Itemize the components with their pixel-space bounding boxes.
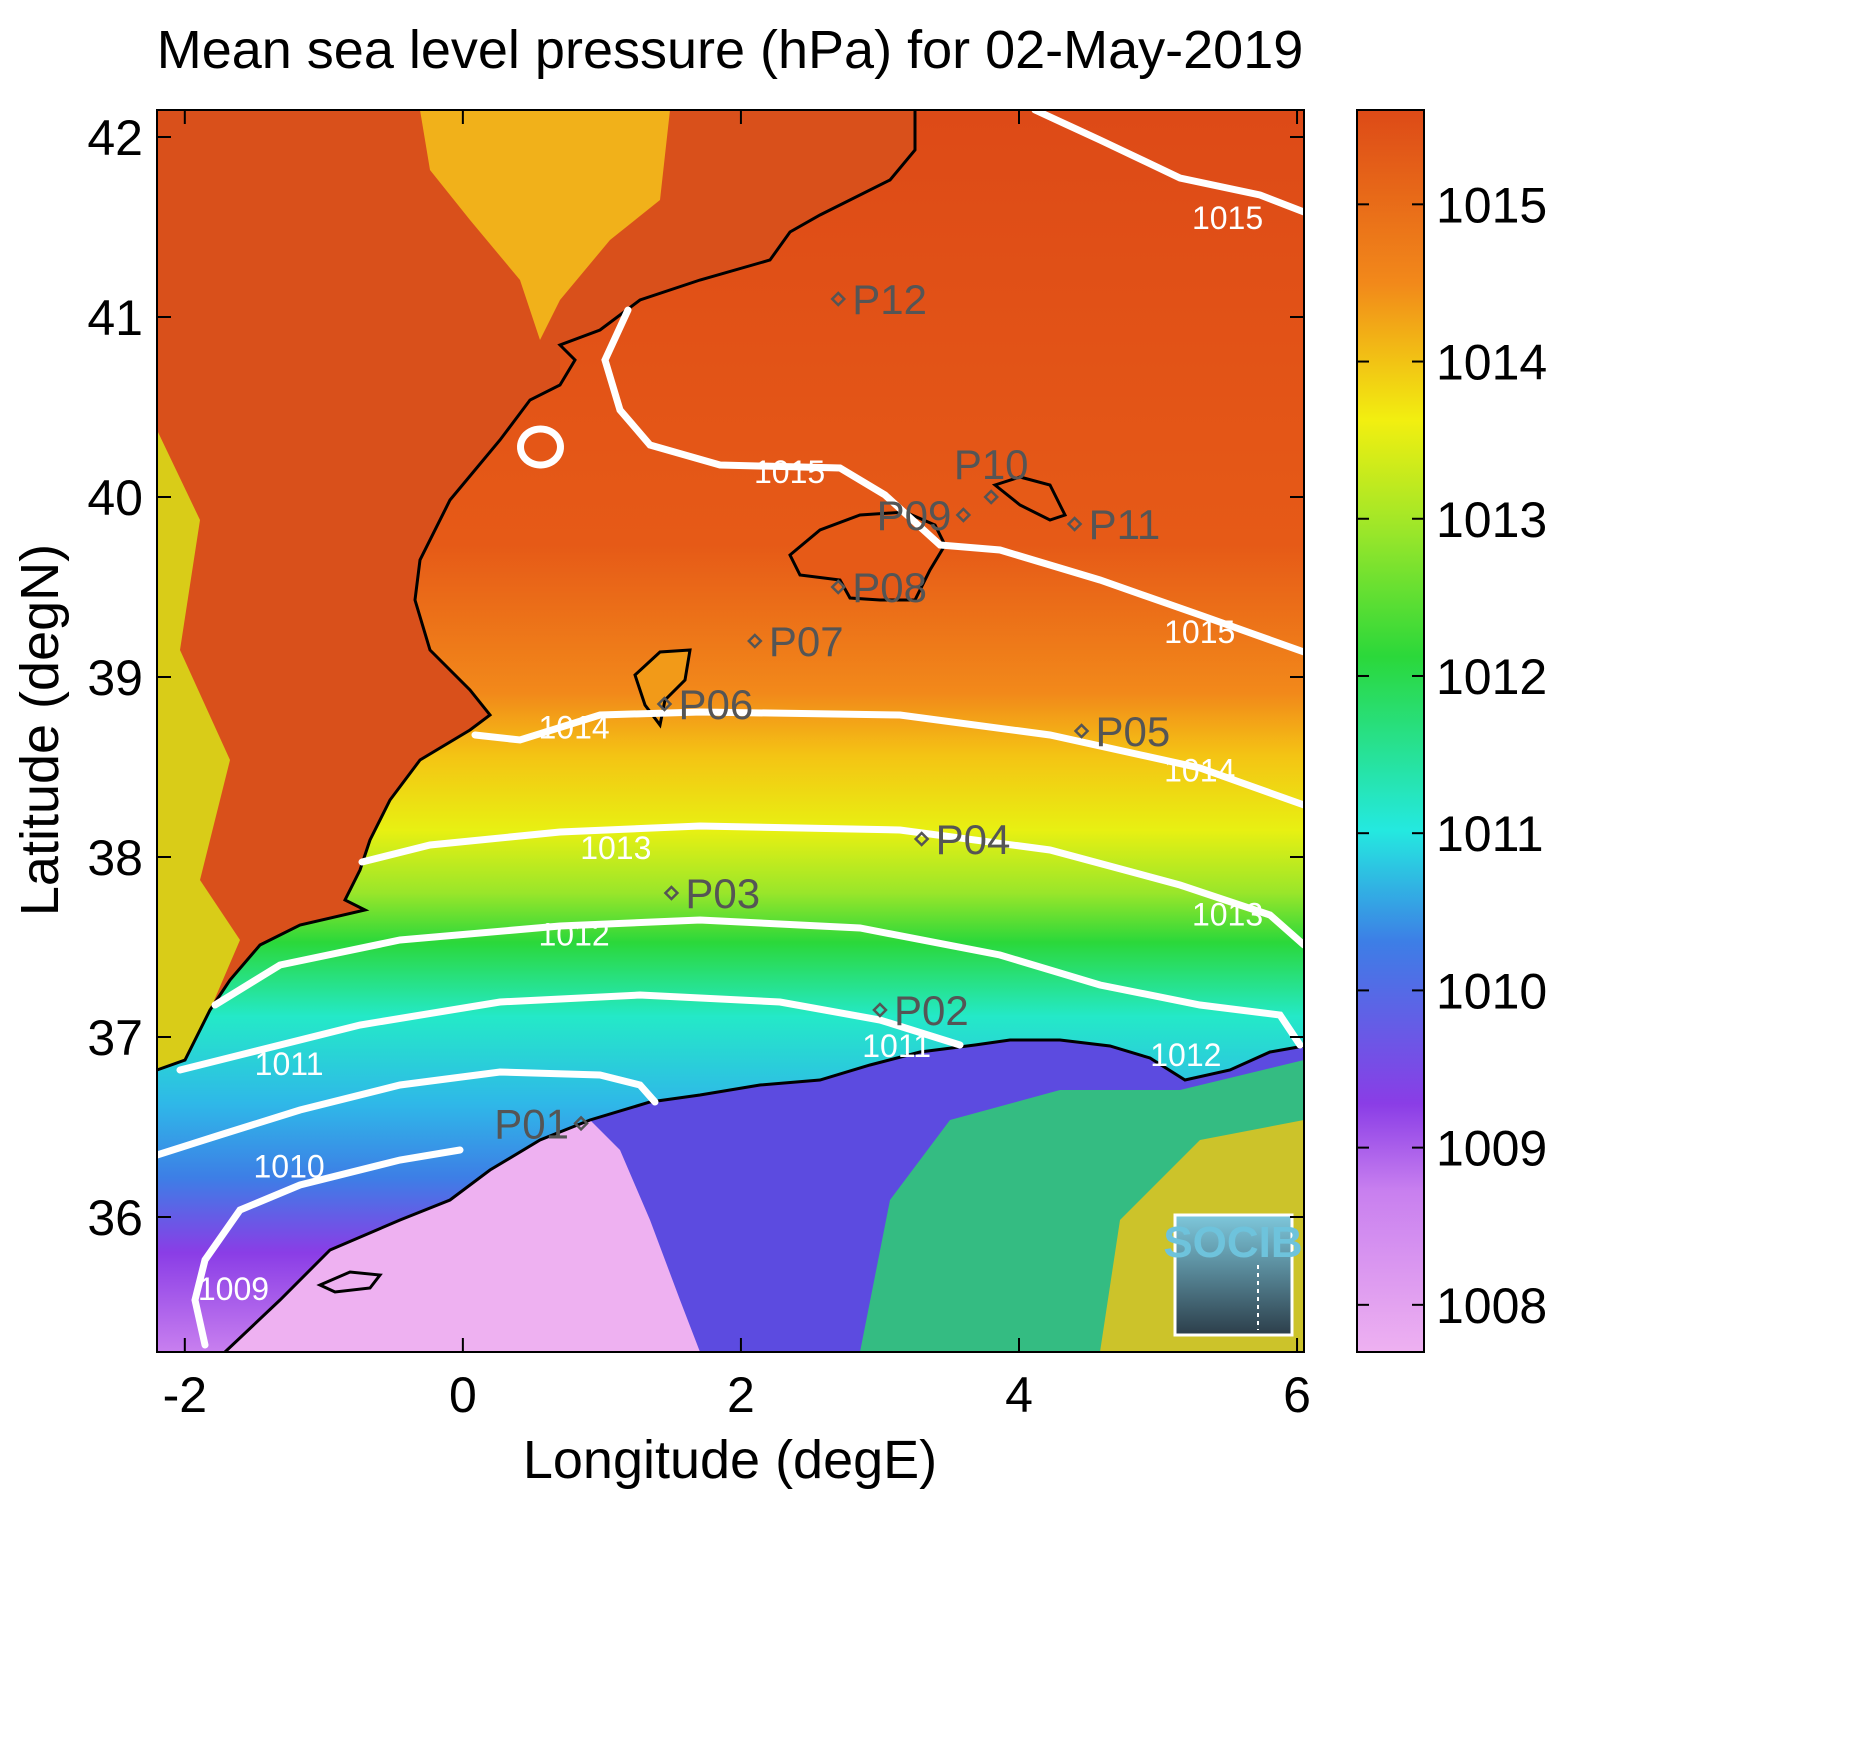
colorbar-tick-label: 1015 xyxy=(1436,177,1547,233)
x-tick-label: 6 xyxy=(1283,1367,1311,1423)
x-axis: -2 0 2 4 6 xyxy=(163,110,1311,1423)
contour-label: 1015 xyxy=(1164,614,1235,650)
coastline-alboran-island xyxy=(316,1270,383,1294)
contour-1011 xyxy=(176,991,964,1074)
chart-title: Mean sea level pressure (hPa) for 02-May… xyxy=(157,20,1304,80)
y-tick-label: 42 xyxy=(87,110,143,166)
point-label: P10 xyxy=(954,441,1029,488)
coastline-mallorca xyxy=(788,510,947,602)
contour-label: 1013 xyxy=(1192,897,1263,933)
contour-label: 1014 xyxy=(1164,753,1235,789)
colorbar-tick-label: 1014 xyxy=(1436,335,1547,391)
land-iberia-interior-band xyxy=(420,110,670,340)
point-marker xyxy=(573,1115,589,1132)
contour-label: 1015 xyxy=(1192,200,1263,236)
point-label: P08 xyxy=(852,564,927,611)
point-marker xyxy=(830,579,847,595)
point-marker xyxy=(1073,723,1090,739)
point-label: P01 xyxy=(494,1100,569,1147)
contour-label: 1015 xyxy=(754,454,825,490)
y-axis: 36 37 38 39 40 41 42 xyxy=(87,110,1304,1246)
point-marker xyxy=(1066,516,1083,532)
land-iberia-coastal-strip xyxy=(157,430,240,1070)
contour-label: 1014 xyxy=(538,709,609,745)
contour-1014 xyxy=(471,708,1308,809)
contour-label: 1013 xyxy=(580,830,651,866)
contour-1010 xyxy=(153,1068,659,1159)
point-label: P02 xyxy=(894,987,969,1034)
coastlines xyxy=(156,110,1305,1354)
point-marker xyxy=(913,831,930,847)
y-tick-label: 39 xyxy=(87,650,143,706)
contour-label: 1011 xyxy=(255,1046,324,1082)
point-label: P11 xyxy=(1089,501,1161,548)
point-marker xyxy=(656,696,673,712)
point-label: P09 xyxy=(877,492,952,539)
colorbar-tick-label: 1008 xyxy=(1436,1278,1547,1334)
point-label: P03 xyxy=(685,870,760,917)
y-tick-label: 37 xyxy=(87,1010,143,1066)
colorbar-tick-label: 1011 xyxy=(1436,806,1544,862)
colorbar-tick-label: 1010 xyxy=(1436,963,1547,1019)
x-tick-label: -2 xyxy=(163,1367,207,1423)
colorbar-tick-label: 1013 xyxy=(1436,492,1547,548)
island-menorca xyxy=(995,477,1065,520)
point-label: P07 xyxy=(769,618,844,665)
land-africa-pink xyxy=(225,1120,700,1352)
contour-label: 1012 xyxy=(1150,1037,1221,1073)
colorbar-ticks: 1008 1009 1010 1011 1012 1013 1014 1015 xyxy=(1357,177,1547,1334)
coastline-iberia xyxy=(156,110,917,1072)
contour-label: 1009 xyxy=(198,1271,269,1307)
x-axis-label: Longitude (degE) xyxy=(523,1430,937,1490)
contour-label: 1012 xyxy=(538,916,609,952)
point-label: P06 xyxy=(678,681,753,728)
coastline-africa xyxy=(223,1038,1305,1354)
colorbar-tick-label: 1009 xyxy=(1436,1121,1547,1177)
point-label: P04 xyxy=(936,816,1011,863)
contour-1015-north xyxy=(1031,106,1308,216)
contour-1009 xyxy=(191,1146,464,1349)
svg-text:SOCIB: SOCIB xyxy=(1163,1218,1302,1267)
colorbar-tick-label: 1012 xyxy=(1436,649,1547,705)
point-marker xyxy=(663,885,680,901)
plot-frame xyxy=(156,109,1305,1353)
y-tick-label: 41 xyxy=(87,290,143,346)
point-marker xyxy=(830,291,847,307)
coastline-menorca xyxy=(991,475,1068,522)
y-tick-label: 38 xyxy=(87,830,143,886)
pressure-contours xyxy=(153,106,1308,1349)
contour-1015-ring xyxy=(517,425,564,469)
contour-1013 xyxy=(358,822,1308,949)
point-marker xyxy=(983,489,999,505)
contour-label: 1010 xyxy=(253,1149,324,1185)
y-tick-label: 36 xyxy=(87,1190,143,1246)
point-marker xyxy=(747,633,763,649)
land-iberia xyxy=(157,110,915,1070)
point-label: P05 xyxy=(1096,708,1171,755)
island-ibiza xyxy=(635,650,690,725)
contour-1012 xyxy=(211,916,1304,1049)
point-label: P12 xyxy=(852,276,927,323)
y-tick-label: 40 xyxy=(87,470,143,526)
coastline-ibiza xyxy=(633,648,692,729)
contour-label: 1011 xyxy=(862,1028,931,1064)
point-marker xyxy=(872,1002,888,1018)
contour-labels: 1015 1015 1015 1014 1014 1013 1013 1012 1012 1011… xyxy=(198,200,1263,1307)
socib-logo: SOCIB xyxy=(1163,1213,1303,1337)
point-marker xyxy=(955,507,972,523)
y-axis-label: Latitude (degN) xyxy=(10,544,70,916)
contour-1015-central xyxy=(601,306,1308,656)
x-tick-label: 4 xyxy=(1005,1367,1033,1423)
colorbar xyxy=(1356,109,1425,1353)
x-tick-label: 2 xyxy=(727,1367,755,1423)
x-tick-label: 0 xyxy=(449,1367,477,1423)
